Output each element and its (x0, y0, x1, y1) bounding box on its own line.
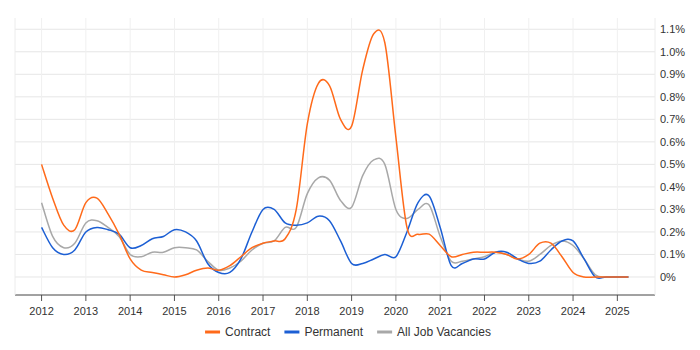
y-tick-label: 0.1% (660, 248, 685, 260)
legend-label: All Job Vacancies (397, 325, 491, 339)
x-grid-line (351, 18, 352, 295)
series-line (42, 30, 629, 277)
y-grid-line (15, 209, 655, 210)
x-tick (351, 295, 352, 301)
x-tick (440, 295, 441, 301)
y-tick-label: 0% (660, 271, 676, 283)
y-tick-label: 0.8% (660, 91, 685, 103)
x-tick-label: 2022 (472, 305, 496, 317)
x-tick-label: 2021 (428, 305, 452, 317)
y-grid-line (15, 51, 655, 52)
x-grid-line (617, 18, 618, 295)
y-grid-line (15, 276, 655, 277)
x-axis-line (15, 295, 655, 296)
y-grid-line (15, 96, 655, 97)
x-tick (395, 295, 396, 301)
x-tick (41, 295, 42, 301)
x-tick (218, 295, 219, 301)
x-tick (263, 295, 264, 301)
x-tick (528, 295, 529, 301)
grid (15, 18, 655, 295)
x-tick-label: 2013 (74, 305, 98, 317)
legend: Contract Permanent All Job Vacancies (205, 325, 491, 339)
y-tick-label: 0.3% (660, 203, 685, 215)
y-grid-line (15, 164, 655, 165)
x-tick-label: 2024 (561, 305, 585, 317)
x-grid-line (440, 18, 441, 295)
x-tick-label: 2015 (162, 305, 186, 317)
y-grid-line (15, 29, 655, 30)
x-grid-line (85, 18, 86, 295)
x-tick-label: 2017 (251, 305, 275, 317)
x-tick-label: 2023 (517, 305, 541, 317)
y-tick-label: 1.0% (660, 46, 685, 58)
legend-label: Contract (225, 325, 271, 339)
x-grid-line (573, 18, 574, 295)
y-grid-line (15, 74, 655, 75)
plot-right-edge (655, 18, 656, 295)
x-tick-label: 2025 (605, 305, 629, 317)
x-tick-label: 2012 (29, 305, 53, 317)
y-tick-label: 0.6% (660, 136, 685, 148)
x-tick-label: 2020 (384, 305, 408, 317)
x-tick (85, 295, 86, 301)
y-tick-label: 0.2% (660, 226, 685, 238)
x-grid-line (263, 18, 264, 295)
y-tick-label: 0.9% (660, 68, 685, 80)
legend-label: Permanent (304, 325, 363, 339)
x-grid-line (395, 18, 396, 295)
y-tick-label: 1.1% (660, 23, 685, 35)
y-tick-label: 0.5% (660, 158, 685, 170)
x-tick (617, 295, 618, 301)
y-grid-line (15, 119, 655, 120)
x-tick (484, 295, 485, 301)
x-grid-line (174, 18, 175, 295)
x-tick-label: 2016 (206, 305, 230, 317)
x-tick (307, 295, 308, 301)
legend-swatch (377, 331, 392, 334)
x-tick-label: 2019 (339, 305, 363, 317)
x-tick-label: 2014 (118, 305, 142, 317)
legend-swatch (284, 331, 299, 334)
y-grid-line (15, 254, 655, 255)
legend-swatch (205, 331, 220, 334)
x-tick (573, 295, 574, 301)
plot-left-edge (15, 18, 16, 295)
y-tick-label: 0.7% (660, 113, 685, 125)
series-line (42, 194, 629, 278)
x-tick (174, 295, 175, 301)
x-grid-line (218, 18, 219, 295)
lines (42, 30, 629, 278)
y-grid-line (15, 186, 655, 187)
x-grid-line (307, 18, 308, 295)
y-grid-line (15, 231, 655, 232)
x-tick-label: 2018 (295, 305, 319, 317)
y-grid-line (15, 141, 655, 142)
x-grid-line (41, 18, 42, 295)
x-grid-line (484, 18, 485, 295)
x-tick (130, 295, 131, 301)
y-tick-label: 0.4% (660, 181, 685, 193)
chart: 0% 0.1% 0.2% 0.3% 0.4% 0.5% 0.6% 0.7% 0.8% 0.9% 1.… (0, 0, 700, 350)
